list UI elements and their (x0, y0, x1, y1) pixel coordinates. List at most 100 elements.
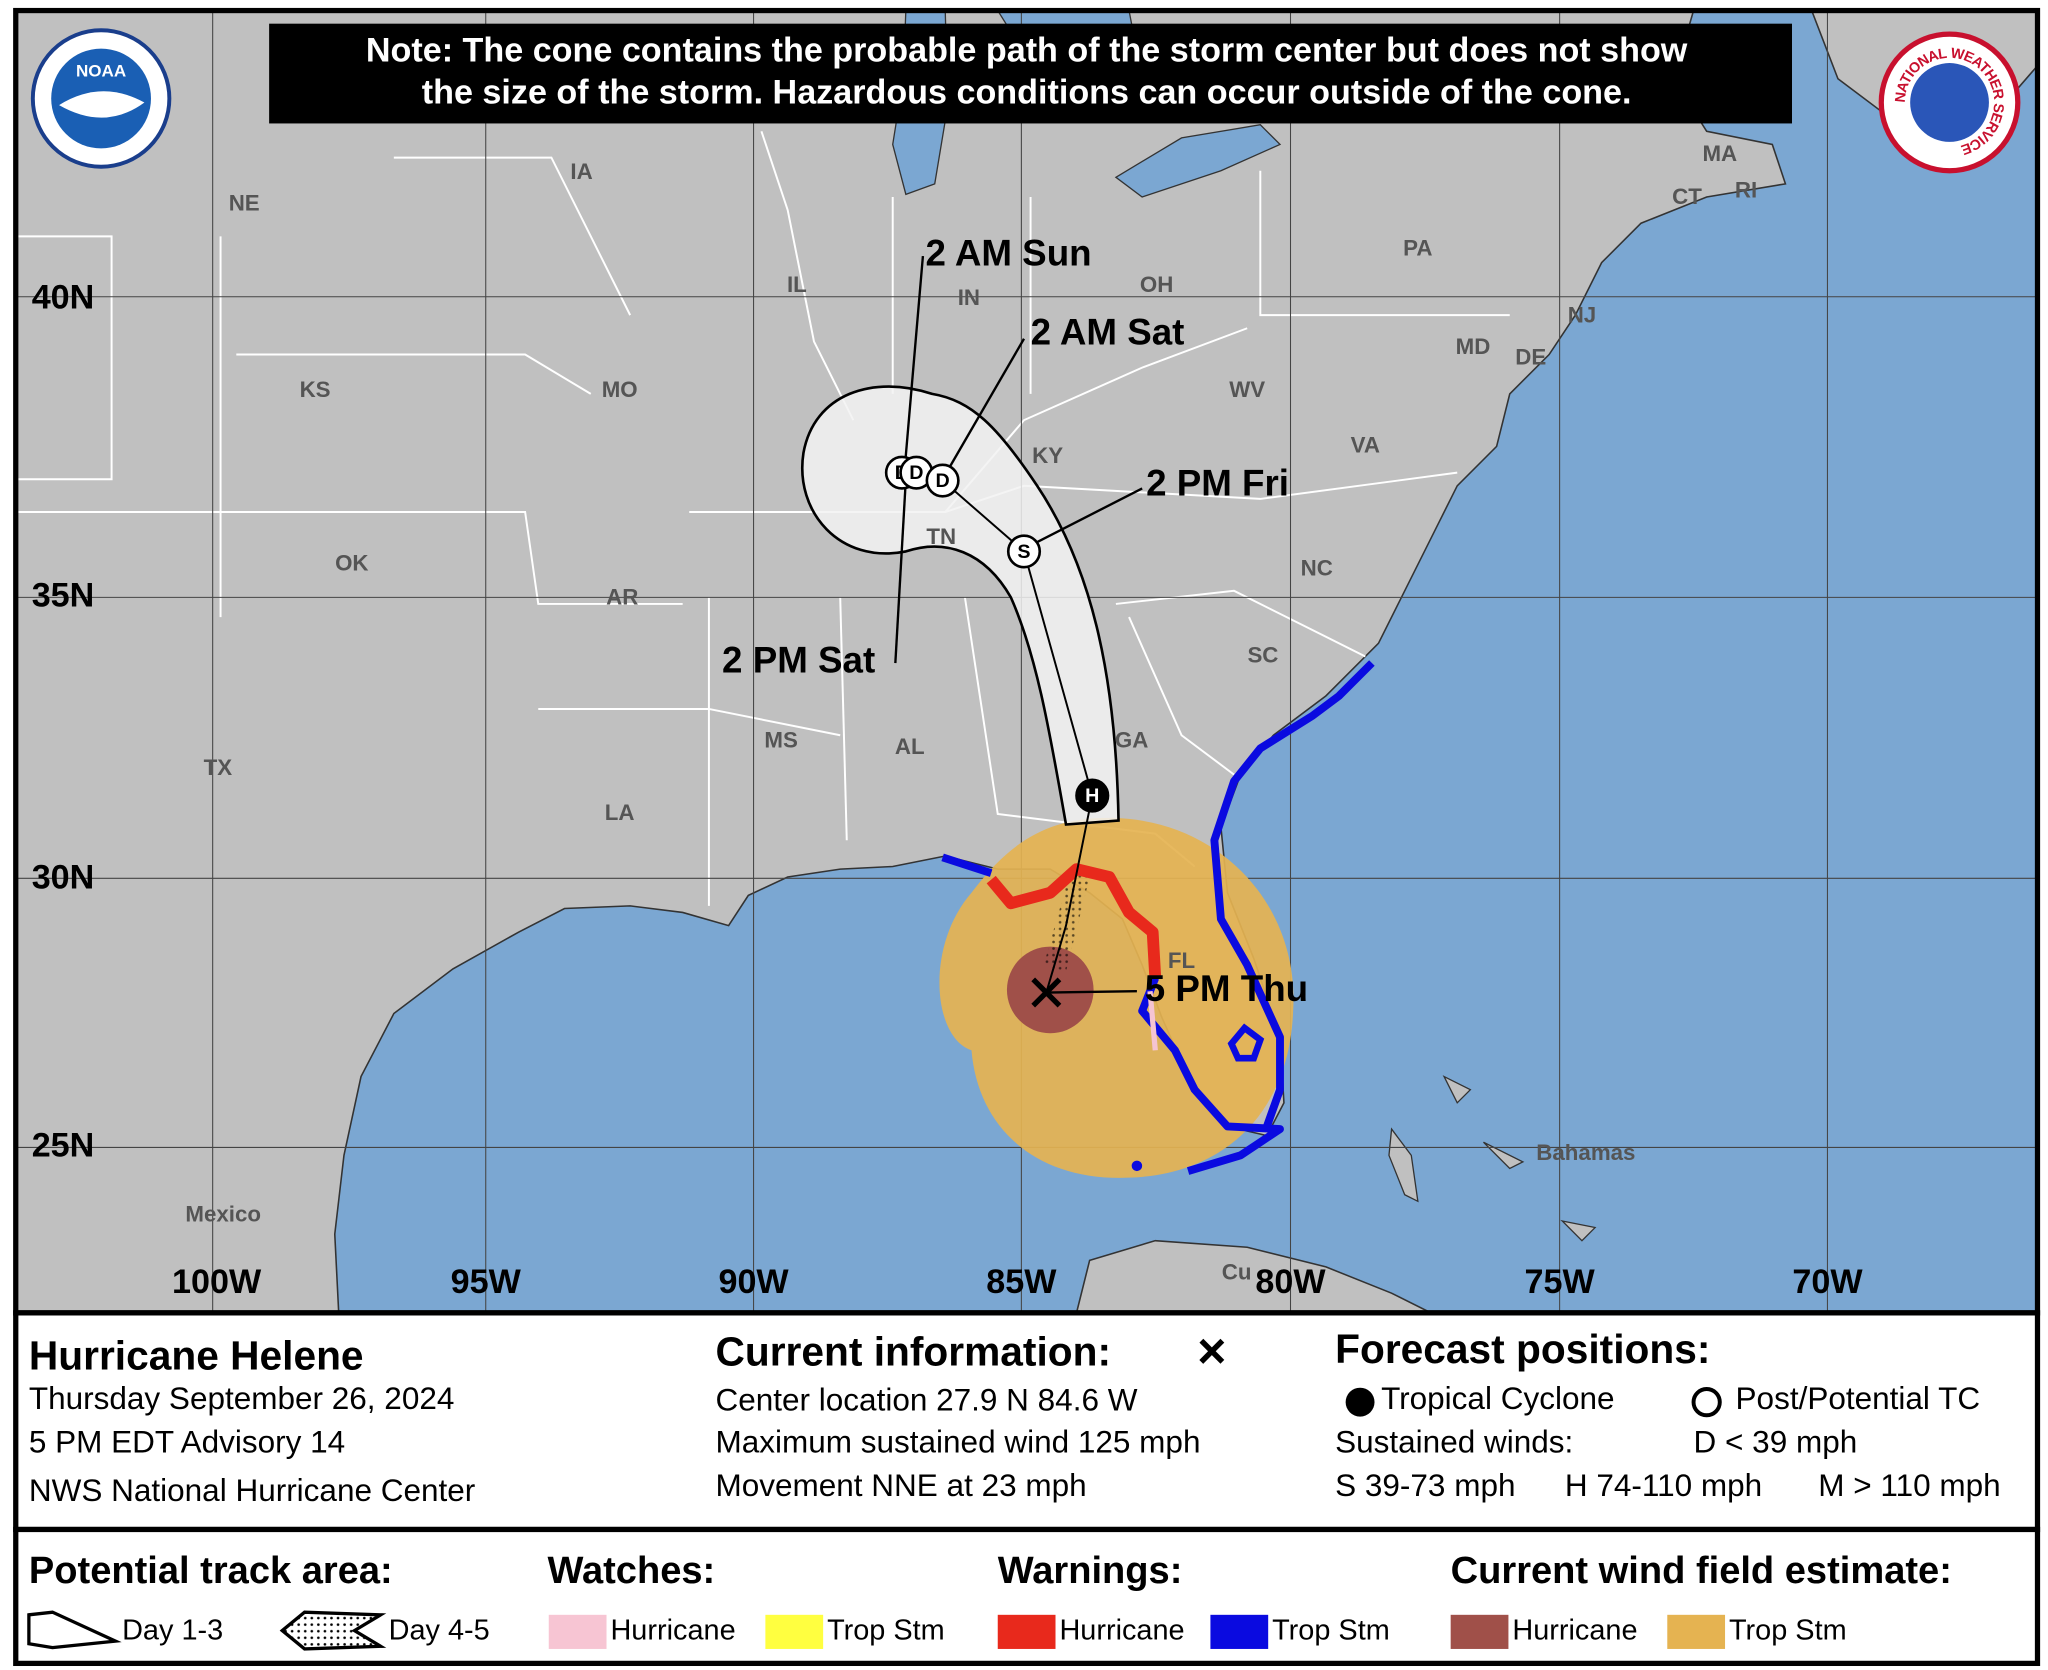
state-border (15, 511, 683, 605)
lake-erie (1114, 124, 1282, 198)
forecast-position-marker (1075, 778, 1110, 813)
legend-day1-3-symbol (27, 1610, 122, 1650)
forecast-positions-item: Tropical Cyclone (1381, 1380, 1614, 1416)
storm-center: NWS National Hurricane Center (29, 1472, 475, 1508)
legend-item: Trop Stm (1272, 1615, 1390, 1647)
forecast-positions-item: M > 110 mph (1818, 1467, 2000, 1503)
longitude-label: 80W (1255, 1263, 1326, 1301)
region-label: TN (926, 524, 956, 549)
forecast-positions-item: Post/Potential TC (1736, 1380, 1981, 1416)
latitude-label: 30N (32, 859, 95, 897)
tropical-storm-warning-lake (1227, 1023, 1265, 1062)
latitude-label: 40N (32, 278, 95, 316)
forecast-time-label: 5 PM Thu (1145, 968, 1308, 1009)
map: DDDSHNEIAILINOHPAKSMOKYWVVAOKARTNNCSCTXM… (15, 10, 2038, 1313)
region-label: NE (229, 191, 260, 216)
cuba (1075, 1239, 1432, 1313)
tropical-storm-warning (941, 660, 1375, 1175)
region-label: IA (570, 159, 592, 184)
legend-item: Day 1-3 (122, 1615, 223, 1647)
region-label: LA (605, 800, 635, 825)
legend-item: Hurricane (1059, 1615, 1184, 1647)
forecast-position-marker (925, 463, 960, 498)
leader-line (1023, 487, 1143, 550)
region-label: Mexico (185, 1202, 261, 1227)
storm-name: Hurricane Helene (29, 1333, 364, 1379)
region-label: PA (1403, 235, 1432, 260)
region-label: MS (764, 728, 797, 753)
state-border (1115, 589, 1366, 658)
region-label: OH (1140, 272, 1173, 297)
legend-item: Trop Stm (827, 1615, 945, 1647)
storm-advisory: 5 PM EDT Advisory 14 (29, 1423, 345, 1459)
forecast-time-label: 2 PM Sat (722, 640, 875, 681)
forecast-positions-item: Sustained winds: (1335, 1423, 1573, 1459)
current-info-line: Center location 27.9 N 84.6 W (715, 1381, 1137, 1417)
legend-item: Trop Stm (1729, 1615, 1847, 1647)
leader-line (902, 255, 925, 486)
forecast-position-letter: H (1085, 785, 1099, 807)
legend-title: Warnings: (998, 1550, 1183, 1592)
region-label: SC (1247, 642, 1278, 667)
hurricane-watch (1147, 990, 1158, 1051)
region-label: Cu (1222, 1259, 1252, 1284)
forecast-time-label: 2 AM Sun (926, 233, 1092, 274)
region-label: GA (1115, 728, 1148, 753)
region-label: RI (1735, 178, 1757, 203)
post-potential-symbol (1691, 1387, 1722, 1418)
current-info-line: Movement NNE at 23 mph (715, 1467, 1086, 1503)
nws-logo-inner (1910, 63, 1989, 142)
forecast-position-letter: S (1017, 541, 1030, 563)
region-label: NJ (1568, 302, 1597, 327)
state-border (393, 156, 632, 316)
region-label: DE (1515, 344, 1546, 369)
legend-item: Hurricane (1512, 1615, 1637, 1647)
region-label: AL (895, 734, 925, 759)
tropical-storm-wind-field (939, 817, 1294, 1178)
region-label: VA (1351, 432, 1380, 457)
state-border (839, 597, 848, 841)
region-label: AR (606, 585, 638, 610)
legend-swatch (1667, 1614, 1726, 1649)
legend-title: Potential track area: (29, 1550, 393, 1592)
region-label: IN (958, 285, 980, 310)
legend-item: Hurricane (610, 1615, 735, 1647)
leader-line (1046, 990, 1137, 994)
noaa-bird (59, 91, 145, 118)
region-label: KS (300, 377, 331, 402)
current-info-title: Current information: (715, 1329, 1111, 1375)
current-info-line: Maximum sustained wind 125 mph (715, 1423, 1200, 1459)
longitude-label: 70W (1792, 1263, 1863, 1301)
legend-day4-5-symbol (279, 1610, 387, 1651)
note-box (269, 23, 1793, 124)
leader-line (941, 338, 1026, 480)
state-border (15, 235, 113, 481)
forecast-position-marker (1006, 534, 1042, 569)
longitude-label: 100W (172, 1263, 262, 1301)
forecast-time-label: 2 AM Sat (1031, 312, 1185, 353)
forecast-positions-item: H 74-110 mph (1565, 1467, 1762, 1503)
legend-swatch (765, 1614, 824, 1649)
forecast-positions-title: Forecast positions: (1335, 1326, 1710, 1372)
info-panel (13, 1310, 2041, 1533)
region-label: CT (1672, 184, 1702, 209)
latitude-label: 25N (32, 1126, 95, 1164)
region-label: MD (1456, 334, 1491, 359)
tropical-storm-warning-keys (1131, 1160, 1143, 1172)
state-border (1128, 616, 1235, 776)
legend-swatch (997, 1614, 1056, 1649)
longitude-label: 90W (718, 1263, 789, 1301)
note-text: the size of the storm. Hazardous conditi… (422, 74, 1632, 112)
forecast-time-label: 2 PM Fri (1146, 462, 1289, 503)
region-label: FL (1168, 948, 1195, 973)
bahamas (1388, 1075, 1597, 1242)
storm-date: Thursday September 26, 2024 (29, 1380, 455, 1416)
legend-item: Day 4-5 (389, 1615, 490, 1647)
state-border (1259, 170, 1510, 317)
longitude-label: 85W (986, 1263, 1057, 1301)
current-info-symbol: × (1197, 1323, 1226, 1379)
forecast-position-letter: D (935, 470, 949, 492)
legend-swatch (1450, 1614, 1509, 1649)
region-label: WV (1229, 377, 1265, 402)
region-label: Bahamas (1536, 1140, 1635, 1165)
